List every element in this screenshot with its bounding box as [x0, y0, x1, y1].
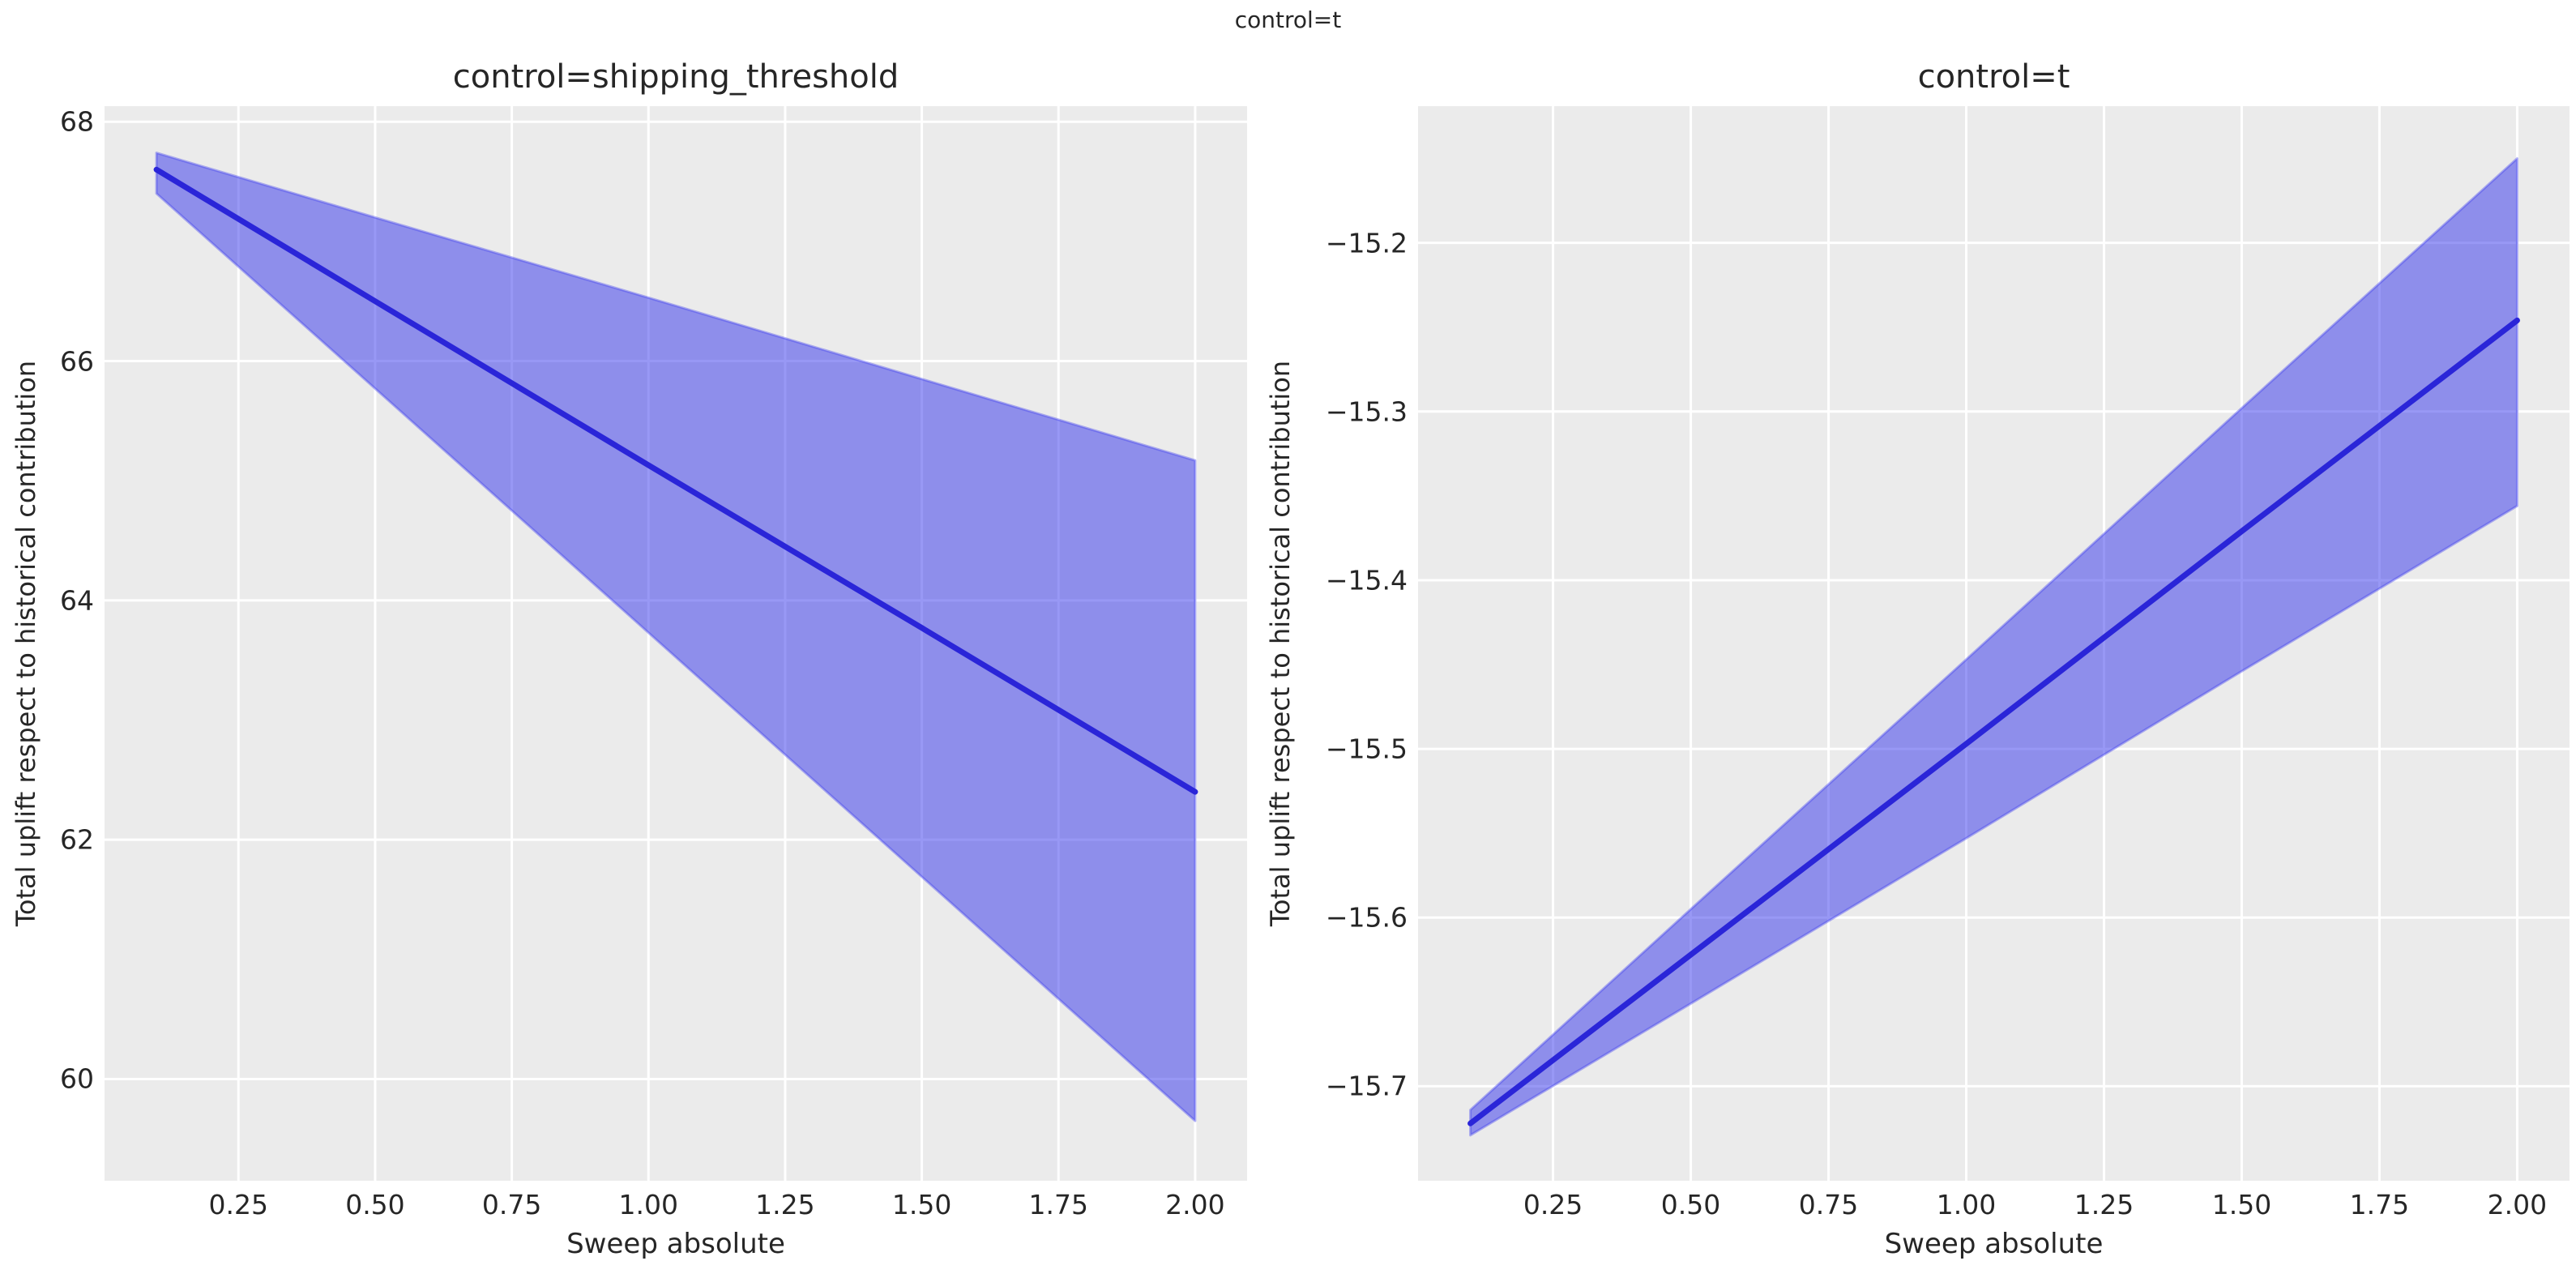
- x-tick-label: 2.00: [2487, 1189, 2548, 1220]
- x-tick-label: 0.50: [1660, 1189, 1721, 1220]
- mean-line: [153, 166, 1198, 795]
- y-axis-label: Total uplift respect to historical contr…: [1265, 360, 1296, 927]
- x-tick-label: 1.75: [1028, 1189, 1088, 1220]
- x-axis-label: Sweep absolute: [566, 1228, 785, 1260]
- mean-line: [1467, 317, 2520, 1126]
- figure-suptitle: control=t: [1234, 6, 1342, 33]
- y-tick-label: −15.6: [1325, 901, 1408, 934]
- x-tick-label: 1.50: [2211, 1189, 2272, 1220]
- x-tick-label: 2.00: [1165, 1189, 1225, 1220]
- y-tick-label: 60: [60, 1062, 94, 1095]
- y-tick-label: 66: [60, 345, 94, 378]
- y-tick-label: 62: [60, 823, 94, 856]
- y-tick-label: −15.3: [1325, 395, 1408, 428]
- x-tick-label: 0.75: [1798, 1189, 1859, 1220]
- confidence-band: [1469, 157, 2518, 1137]
- left-subplot: control=shipping_threshold Total uplift …: [11, 58, 1247, 1260]
- x-tick-label: 1.25: [2074, 1189, 2134, 1220]
- y-axis-label: Total uplift respect to historical contr…: [11, 360, 41, 927]
- x-tick-label: 0.75: [481, 1189, 542, 1220]
- y-tick-label: −15.2: [1325, 227, 1408, 259]
- plot-title: control=shipping_threshold: [452, 58, 899, 96]
- x-tick-label: 1.50: [891, 1189, 952, 1220]
- plot-area: [1418, 106, 2570, 1181]
- y-tick-label: −15.4: [1325, 564, 1408, 596]
- x-tick-label: 1.00: [618, 1189, 679, 1220]
- y-tick-label: 68: [60, 105, 94, 138]
- x-tick-label: 0.50: [345, 1189, 405, 1220]
- x-tick-label: 1.25: [755, 1189, 815, 1220]
- y-tick-label: −15.5: [1325, 733, 1408, 765]
- y-tick-label: 64: [60, 584, 94, 617]
- right-subplot: control=t Total uplift respect to histor…: [1265, 58, 2570, 1260]
- x-tick-label: 1.00: [1936, 1189, 1997, 1220]
- confidence-band: [155, 152, 1197, 1122]
- y-tick-label: −15.7: [1325, 1070, 1408, 1102]
- x-tick-label: 0.25: [208, 1189, 269, 1220]
- plot-area: [105, 106, 1247, 1181]
- x-tick-label: 1.75: [2349, 1189, 2410, 1220]
- x-axis-label: Sweep absolute: [1884, 1228, 2104, 1260]
- x-tick-label: 0.25: [1523, 1189, 1583, 1220]
- plot-title: control=t: [1917, 58, 2070, 96]
